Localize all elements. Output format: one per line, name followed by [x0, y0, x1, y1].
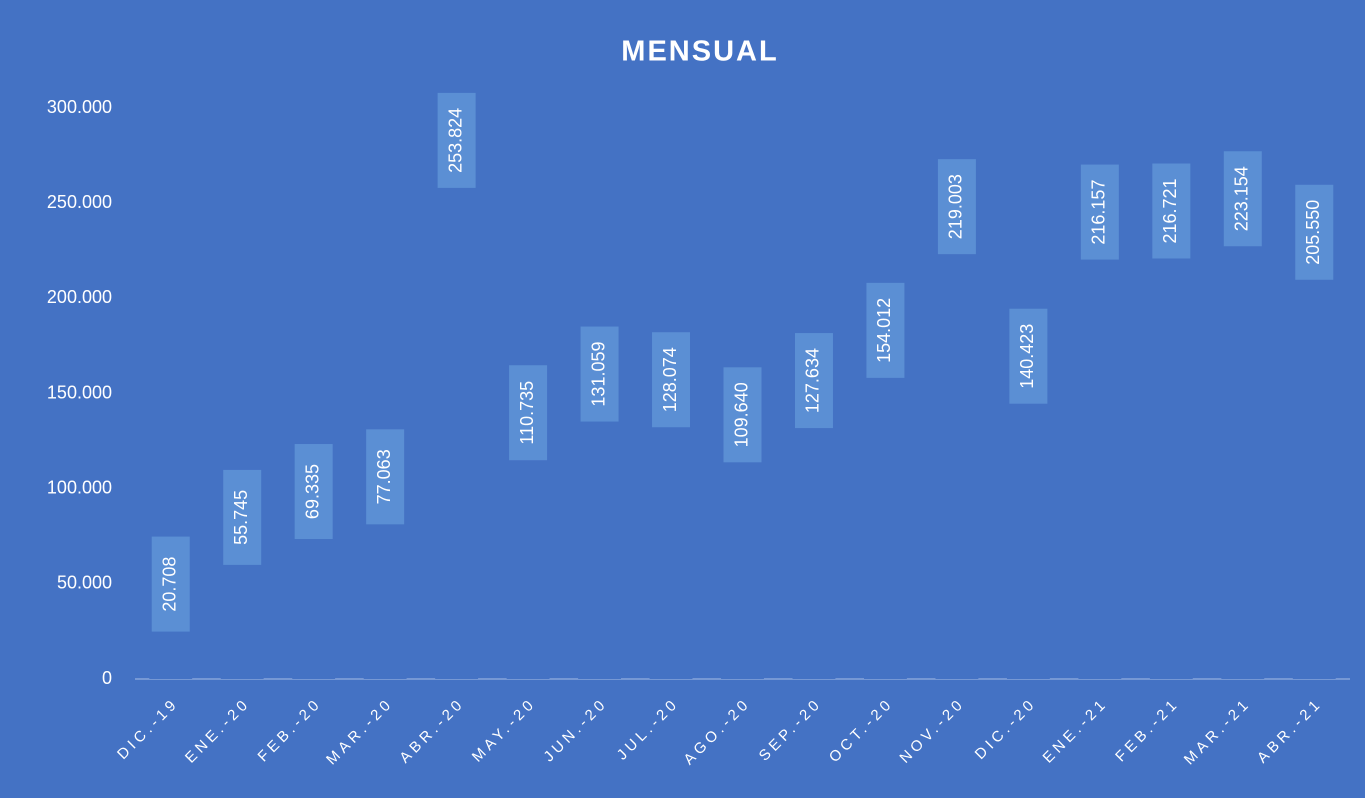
y-tick-label: 250.000 — [47, 192, 112, 212]
y-tick-label: 300.000 — [47, 97, 112, 117]
data-label-box — [366, 429, 405, 525]
y-tick-label: 0 — [102, 668, 112, 688]
data-label-box — [723, 367, 762, 463]
data-label: 253.824 — [445, 108, 465, 173]
bar — [149, 639, 193, 679]
bar — [1292, 287, 1336, 679]
bar — [363, 532, 407, 679]
y-tick-label: 100.000 — [47, 477, 112, 497]
data-label-box — [866, 282, 905, 378]
y-tick-label: 50.000 — [57, 573, 112, 593]
y-tick-label: 150.000 — [47, 382, 112, 402]
bar — [1149, 266, 1193, 679]
y-tick-label: 200.000 — [47, 287, 112, 307]
data-label-box — [294, 444, 333, 540]
bar — [864, 385, 907, 679]
bar — [1221, 254, 1265, 679]
data-label: 154.012 — [874, 298, 894, 363]
data-label: 69.335 — [302, 464, 322, 519]
chart-title: MENSUAL — [621, 36, 778, 68]
data-label-box — [1009, 308, 1048, 404]
data-label-box — [437, 92, 476, 188]
data-label: 20.708 — [159, 557, 179, 612]
bar — [1078, 267, 1122, 679]
bar — [506, 468, 550, 679]
bar — [792, 436, 836, 679]
data-label-box — [151, 536, 190, 632]
data-label: 216.157 — [1089, 180, 1109, 245]
bar — [935, 262, 979, 679]
data-label: 140.423 — [1017, 324, 1037, 389]
bar — [1006, 411, 1050, 679]
data-label-box — [794, 333, 833, 429]
data-label: 127.634 — [803, 348, 823, 413]
data-label: 205.550 — [1303, 200, 1323, 265]
data-label-box — [580, 326, 619, 422]
data-label: 216.721 — [1160, 178, 1180, 243]
data-label: 77.063 — [374, 449, 394, 504]
data-label: 109.640 — [731, 382, 751, 447]
bar — [292, 547, 336, 679]
bar — [578, 429, 621, 679]
data-label-box — [1223, 151, 1262, 247]
data-label-box — [509, 365, 548, 461]
data-label: 219.003 — [946, 174, 966, 239]
data-label-box — [1295, 184, 1334, 280]
bar — [649, 435, 693, 679]
data-label: 110.735 — [517, 381, 537, 445]
data-label: 55.745 — [231, 490, 251, 545]
bar — [435, 195, 479, 680]
data-label: 131.059 — [588, 342, 608, 407]
data-label-box — [937, 159, 976, 255]
data-label-box — [223, 469, 262, 565]
data-label-box — [652, 332, 691, 428]
data-label: 223.154 — [1232, 166, 1252, 231]
bar — [721, 470, 764, 679]
data-label: 128.074 — [660, 347, 680, 412]
bar — [220, 572, 264, 679]
data-label-box — [1080, 164, 1119, 260]
data-label-box — [1152, 163, 1191, 259]
